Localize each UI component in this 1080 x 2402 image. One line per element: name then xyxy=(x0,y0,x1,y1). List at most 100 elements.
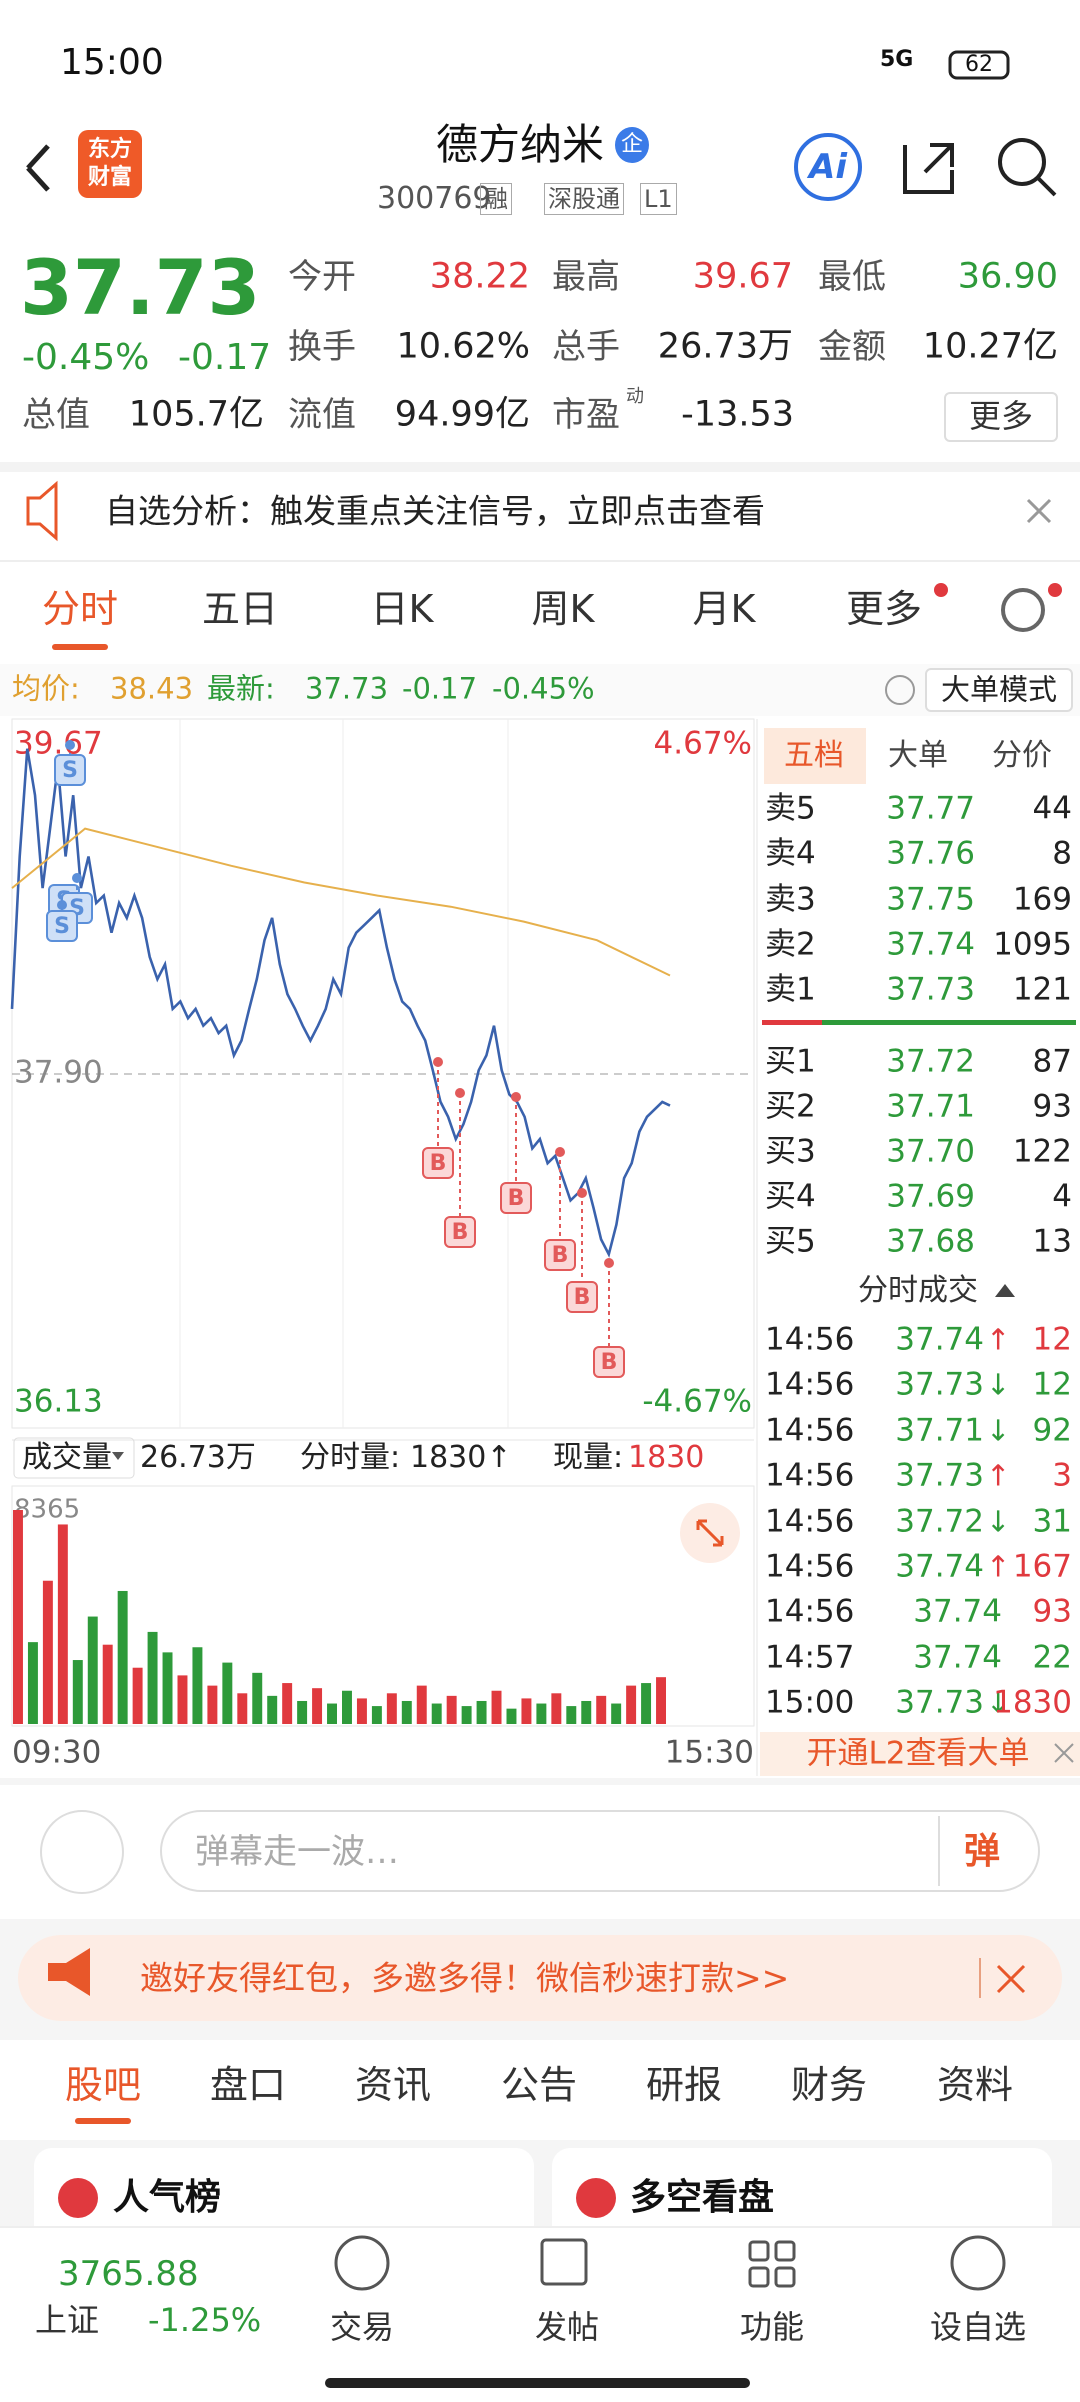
stat-value: 26.73万 xyxy=(657,326,793,367)
signal-label: B xyxy=(574,1285,591,1310)
home-indicator xyxy=(325,2378,750,2388)
chart-tab[interactable]: 更多 xyxy=(845,587,923,631)
trade-price: 37.72 xyxy=(895,1503,984,1540)
section-tab[interactable]: 研报 xyxy=(645,2063,723,2107)
stat-value: 1830↑ xyxy=(410,1440,512,1475)
card-title[interactable]: 人气榜 xyxy=(113,2177,222,2218)
change-pct: -0.45% xyxy=(492,671,595,706)
danmu-settings[interactable] xyxy=(40,1810,124,1894)
signal-label: B xyxy=(452,1220,469,1245)
expand-icon[interactable] xyxy=(680,1503,740,1563)
banner-text[interactable]: 邀好友得红包，多邀多得！微信秒速打款>> xyxy=(140,1958,790,1998)
book-tab[interactable]: 大单 xyxy=(888,738,948,773)
section-tab[interactable]: 公告 xyxy=(500,2063,578,2107)
nav-item[interactable]: 交易 xyxy=(329,2308,395,2346)
book-price: 37.68 xyxy=(886,1223,975,1260)
volume-bar xyxy=(641,1683,652,1724)
chart-tab[interactable]: 五日 xyxy=(201,587,279,631)
stat-label: 今开 xyxy=(288,257,356,297)
section-tab[interactable]: 财务 xyxy=(790,2063,868,2107)
volume-bar xyxy=(431,1703,442,1724)
section-tab[interactable]: 股吧 xyxy=(64,2063,142,2107)
book-tab[interactable]: 五档 xyxy=(784,738,844,773)
volume-bar xyxy=(386,1693,397,1724)
settings-icon[interactable] xyxy=(1001,588,1045,632)
stat-value: 38.22 xyxy=(429,256,530,297)
book-label: 卖5 xyxy=(765,790,816,827)
more-button[interactable] xyxy=(944,392,1058,442)
book-label: 买1 xyxy=(765,1043,816,1080)
battery-level: 62 xyxy=(965,52,993,77)
change: -0.17 xyxy=(402,671,478,706)
y-tick-label: 8365 xyxy=(14,1495,80,1525)
volume-bar xyxy=(416,1685,427,1724)
volume-bar xyxy=(371,1706,382,1724)
trade-time: 14:56 xyxy=(765,1412,855,1449)
chart-tab[interactable]: 周K xyxy=(531,587,595,631)
nav-item[interactable]: 发帖 xyxy=(534,2308,600,2346)
volume-bar xyxy=(57,1524,68,1724)
volume-bar xyxy=(13,1510,23,1724)
volume-bar xyxy=(596,1695,607,1724)
volume-frame xyxy=(11,1485,755,1727)
trade-volume: 93 xyxy=(1032,1593,1072,1630)
volume-bar xyxy=(207,1685,218,1724)
l2-banner[interactable] xyxy=(760,1732,1080,1776)
trade-volume: 22 xyxy=(1032,1639,1072,1676)
ai-button[interactable]: Ai xyxy=(809,147,847,187)
signal-label: S xyxy=(62,758,78,783)
invite-banner[interactable] xyxy=(18,1935,1062,2021)
comment-input[interactable] xyxy=(160,1810,1040,1892)
share-icon[interactable] xyxy=(903,143,954,194)
section-tab[interactable]: 资讯 xyxy=(354,2063,432,2107)
book-tab[interactable]: 分价 xyxy=(992,738,1052,773)
volume-bar xyxy=(297,1700,308,1724)
trade-time: 14:56 xyxy=(765,1503,855,1540)
volume-title: 成交量 xyxy=(22,1440,112,1475)
trade-arrow: ↑ xyxy=(986,1458,1011,1493)
l2-link[interactable]: 开通L2查看大单 xyxy=(806,1735,1030,1772)
chart-tab[interactable]: 分时 xyxy=(41,587,119,631)
stat-label: 现量: xyxy=(553,1440,624,1475)
stock-name: 德方纳米 xyxy=(435,120,605,169)
app-logo[interactable] xyxy=(78,130,142,198)
section-tab[interactable]: 资料 xyxy=(936,2063,1014,2107)
chart-tab[interactable]: 日K xyxy=(370,587,434,631)
signal-label: B xyxy=(508,1186,525,1211)
chart-tab[interactable]: 月K xyxy=(692,587,756,631)
badge: 企 xyxy=(614,127,650,163)
stat-label: 流值 xyxy=(288,395,356,435)
volume-bar xyxy=(461,1706,472,1724)
volume-bar xyxy=(147,1631,158,1724)
close-icon[interactable] xyxy=(1026,498,1052,524)
trade-time: 14:56 xyxy=(765,1366,855,1403)
nav-item[interactable]: 设自选 xyxy=(929,2308,1027,2346)
signal-dot xyxy=(65,740,75,750)
caret-up xyxy=(995,1284,1015,1297)
mode-button[interactable] xyxy=(925,668,1073,712)
comment-placeholder[interactable]: 弹幕走一波… xyxy=(195,1832,399,1872)
y2-tick-label: 4.67% xyxy=(654,726,752,762)
mode-label[interactable]: 大单模式 xyxy=(940,672,1058,707)
change: -0.17 xyxy=(178,337,272,378)
danmu-button[interactable]: 弹 xyxy=(963,1831,1001,1872)
card-title[interactable]: 多空看盘 xyxy=(630,2177,775,2218)
signal-box xyxy=(422,1147,454,1179)
search-icon[interactable] xyxy=(998,138,1046,186)
nav-item[interactable]: 功能 xyxy=(739,2308,805,2346)
signal-label: B xyxy=(601,1350,618,1375)
section-tab[interactable]: 盘口 xyxy=(209,2063,287,2107)
divider xyxy=(0,462,1080,472)
trade-time: 14:56 xyxy=(765,1457,855,1494)
back-icon[interactable] xyxy=(26,144,50,192)
signal-dot xyxy=(433,1057,443,1067)
signal-label: S xyxy=(69,896,85,921)
signal-dot xyxy=(604,1258,614,1268)
volume-bar xyxy=(192,1647,203,1724)
stat-label: 总手 xyxy=(552,327,620,367)
stat-label: 最高 xyxy=(552,257,620,297)
volume-bar xyxy=(566,1706,577,1724)
alert-text[interactable]: 自选分析：触发重点关注信号，立即点击查看 xyxy=(105,491,765,531)
dropdown-caret xyxy=(112,1452,124,1460)
